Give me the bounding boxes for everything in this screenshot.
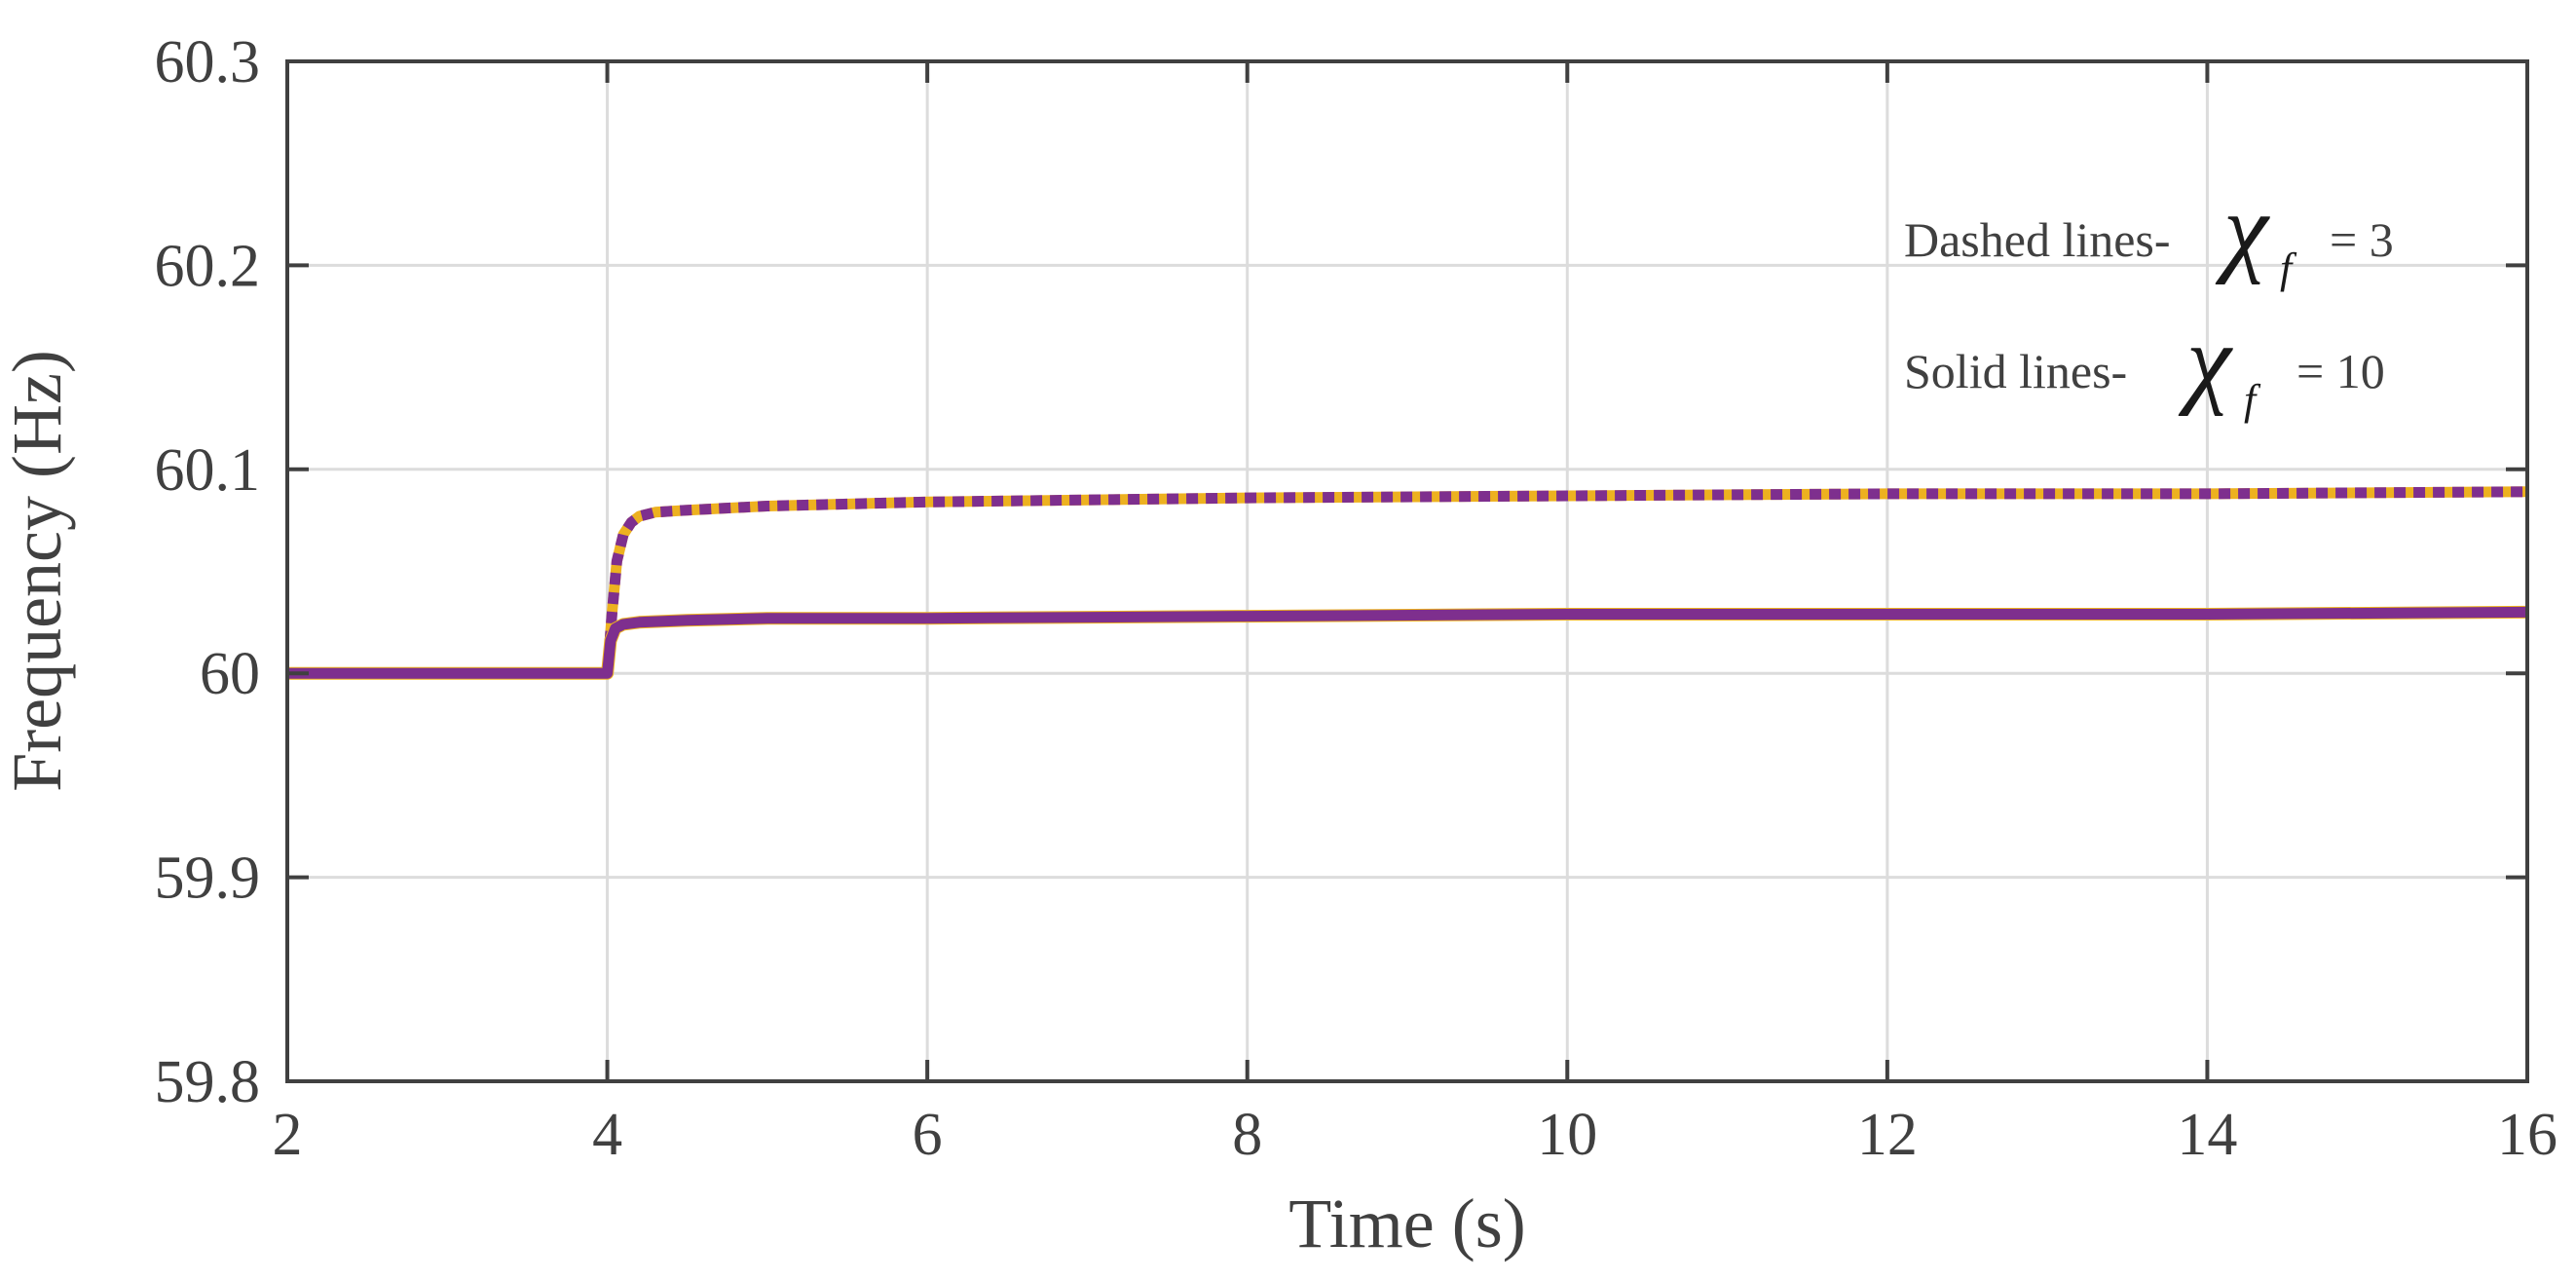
axis-ticks <box>285 59 2529 1083</box>
annotation-solid-symbol: χ <box>2178 305 2233 417</box>
x-tick-label: 4 <box>592 1102 622 1168</box>
grid <box>285 59 2529 1083</box>
annotation-dashed: Dashed lines- χ f = 3 <box>1904 173 2394 292</box>
series-layer <box>287 486 2528 680</box>
x-tick-label: 8 <box>1232 1102 1262 1168</box>
x-axis-label: Time (s) <box>1288 1185 1525 1262</box>
x-tick-label: 16 <box>2497 1102 2557 1168</box>
x-tick-label: 12 <box>1857 1102 1918 1168</box>
x-tick-label: 6 <box>913 1102 943 1168</box>
x-tick-label: 14 <box>2177 1102 2237 1168</box>
x-tick-label: 2 <box>273 1102 303 1168</box>
tick-labels: 2 4 6 8 10 12 14 16 59.8 59.9 60 60.1 60.2 60.3 <box>155 29 2558 1168</box>
y-tick-label: 59.8 <box>155 1049 261 1115</box>
y-tick-label: 59.9 <box>155 846 261 912</box>
annotation-solid-value: = 10 <box>2296 344 2385 398</box>
annotation-solid: Solid lines- χ f = 10 <box>1904 305 2385 424</box>
y-tick-label: 60 <box>200 641 260 707</box>
annotation-dashed-value: = 3 <box>2330 212 2394 267</box>
annotation-dashed-prefix: Dashed lines- <box>1904 212 2171 267</box>
y-axis-label: Frequency (Hz) <box>0 350 76 792</box>
y-tick-label: 60.2 <box>155 233 261 299</box>
x-tick-label: 10 <box>1537 1102 1597 1168</box>
series-dashed-line <box>287 486 2528 679</box>
annotation-dashed-symbol: χ <box>2215 173 2270 285</box>
annotation-dashed-subscript: f <box>2280 245 2297 292</box>
plot-frame <box>285 59 2529 1083</box>
y-tick-label: 60.1 <box>155 437 261 504</box>
annotation-solid-prefix: Solid lines- <box>1904 344 2127 398</box>
series-dashed-underlay <box>287 486 2528 679</box>
annotation-solid-subscript: f <box>2244 376 2261 424</box>
series-solid-line <box>287 606 2528 679</box>
y-tick-label: 60.3 <box>155 29 261 95</box>
